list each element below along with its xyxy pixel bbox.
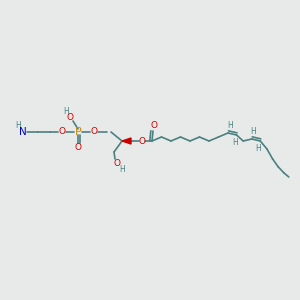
Text: O: O: [74, 142, 82, 152]
Text: O: O: [113, 160, 121, 169]
Text: N: N: [19, 127, 27, 137]
Text: H: H: [119, 164, 125, 173]
Polygon shape: [122, 138, 131, 144]
Text: H: H: [251, 127, 256, 136]
Text: O: O: [67, 112, 73, 122]
Text: H: H: [15, 122, 21, 130]
Text: H: H: [256, 144, 261, 153]
Text: O: O: [58, 128, 65, 136]
Text: H: H: [63, 107, 69, 116]
Text: O: O: [139, 136, 145, 146]
Text: H: H: [227, 121, 233, 130]
Text: P: P: [75, 127, 81, 137]
Text: H: H: [232, 138, 238, 147]
Text: O: O: [91, 128, 98, 136]
Text: O: O: [151, 122, 158, 130]
